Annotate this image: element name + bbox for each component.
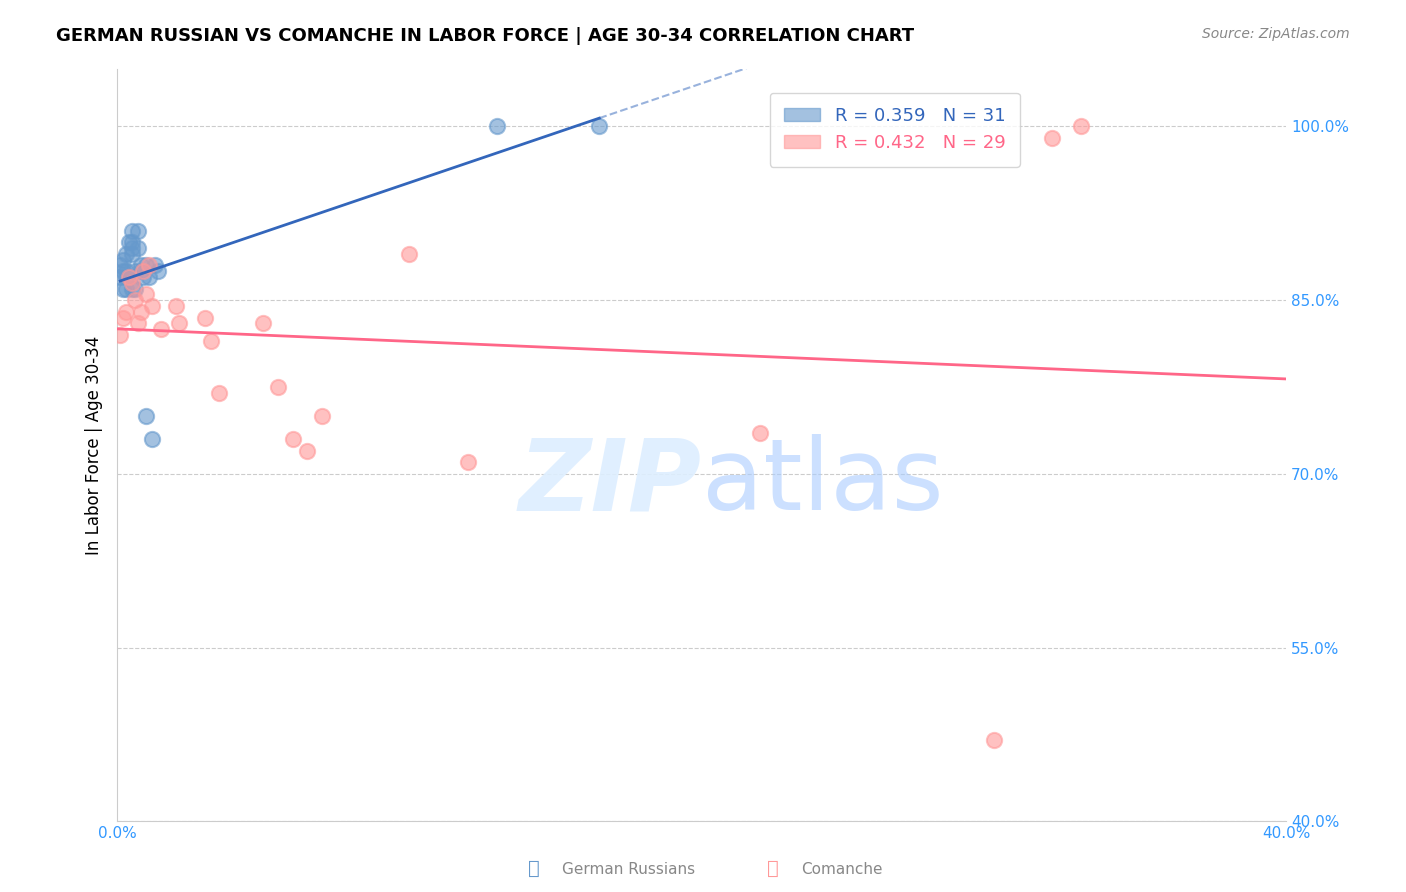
Point bbox=[129, 259, 152, 273]
Point bbox=[200, 334, 222, 348]
Point bbox=[138, 259, 160, 273]
Point bbox=[112, 282, 135, 296]
Point bbox=[112, 252, 135, 267]
Point bbox=[194, 310, 217, 325]
Point bbox=[1040, 131, 1063, 145]
Point bbox=[295, 443, 318, 458]
Point bbox=[165, 299, 187, 313]
Point bbox=[127, 317, 149, 331]
Point bbox=[457, 455, 479, 469]
Point bbox=[127, 241, 149, 255]
Point bbox=[588, 120, 610, 134]
Point bbox=[118, 235, 141, 250]
Point bbox=[121, 282, 143, 296]
Point bbox=[121, 224, 143, 238]
Point bbox=[132, 264, 155, 278]
Point bbox=[115, 282, 138, 296]
Point bbox=[143, 259, 166, 273]
Point bbox=[267, 380, 290, 394]
Point bbox=[127, 224, 149, 238]
Point bbox=[749, 426, 772, 441]
Point bbox=[135, 409, 157, 423]
Point bbox=[398, 247, 420, 261]
Text: atlas: atlas bbox=[702, 434, 943, 531]
Point bbox=[115, 264, 138, 278]
Point bbox=[124, 293, 146, 308]
Point bbox=[146, 264, 169, 278]
Point bbox=[112, 310, 135, 325]
Text: Comanche: Comanche bbox=[801, 863, 883, 877]
Point bbox=[138, 270, 160, 285]
Point bbox=[167, 317, 190, 331]
Point bbox=[118, 270, 141, 285]
Point bbox=[112, 264, 135, 278]
Point bbox=[121, 241, 143, 255]
Point bbox=[108, 259, 131, 273]
Point bbox=[486, 120, 509, 134]
Point bbox=[141, 432, 163, 446]
Text: ZIP: ZIP bbox=[519, 434, 702, 531]
Point bbox=[129, 305, 152, 319]
Legend: R = 0.359   N = 31, R = 0.432   N = 29: R = 0.359 N = 31, R = 0.432 N = 29 bbox=[769, 93, 1019, 167]
Point bbox=[108, 327, 131, 342]
Point bbox=[141, 299, 163, 313]
Y-axis label: In Labor Force | Age 30-34: In Labor Force | Age 30-34 bbox=[86, 335, 103, 555]
Point bbox=[132, 270, 155, 285]
Point bbox=[108, 270, 131, 285]
Text: Source: ZipAtlas.com: Source: ZipAtlas.com bbox=[1202, 27, 1350, 41]
Text: ⬜: ⬜ bbox=[768, 859, 779, 878]
Point bbox=[135, 287, 157, 301]
Point bbox=[150, 322, 173, 336]
Text: German Russians: German Russians bbox=[562, 863, 696, 877]
Point bbox=[281, 432, 304, 446]
Point bbox=[208, 385, 231, 400]
Point bbox=[121, 247, 143, 261]
Point bbox=[124, 264, 146, 278]
Point bbox=[115, 270, 138, 285]
Point bbox=[118, 270, 141, 285]
Point bbox=[115, 305, 138, 319]
Text: GERMAN RUSSIAN VS COMANCHE IN LABOR FORCE | AGE 30-34 CORRELATION CHART: GERMAN RUSSIAN VS COMANCHE IN LABOR FORC… bbox=[56, 27, 914, 45]
Point bbox=[135, 259, 157, 273]
Point bbox=[252, 317, 274, 331]
Point bbox=[311, 409, 333, 423]
Point bbox=[1070, 120, 1092, 134]
Point bbox=[124, 282, 146, 296]
Point bbox=[129, 264, 152, 278]
Point bbox=[115, 247, 138, 261]
Point bbox=[121, 276, 143, 290]
Text: ⬜: ⬜ bbox=[529, 859, 540, 878]
Point bbox=[983, 733, 1005, 747]
Point bbox=[121, 235, 143, 250]
